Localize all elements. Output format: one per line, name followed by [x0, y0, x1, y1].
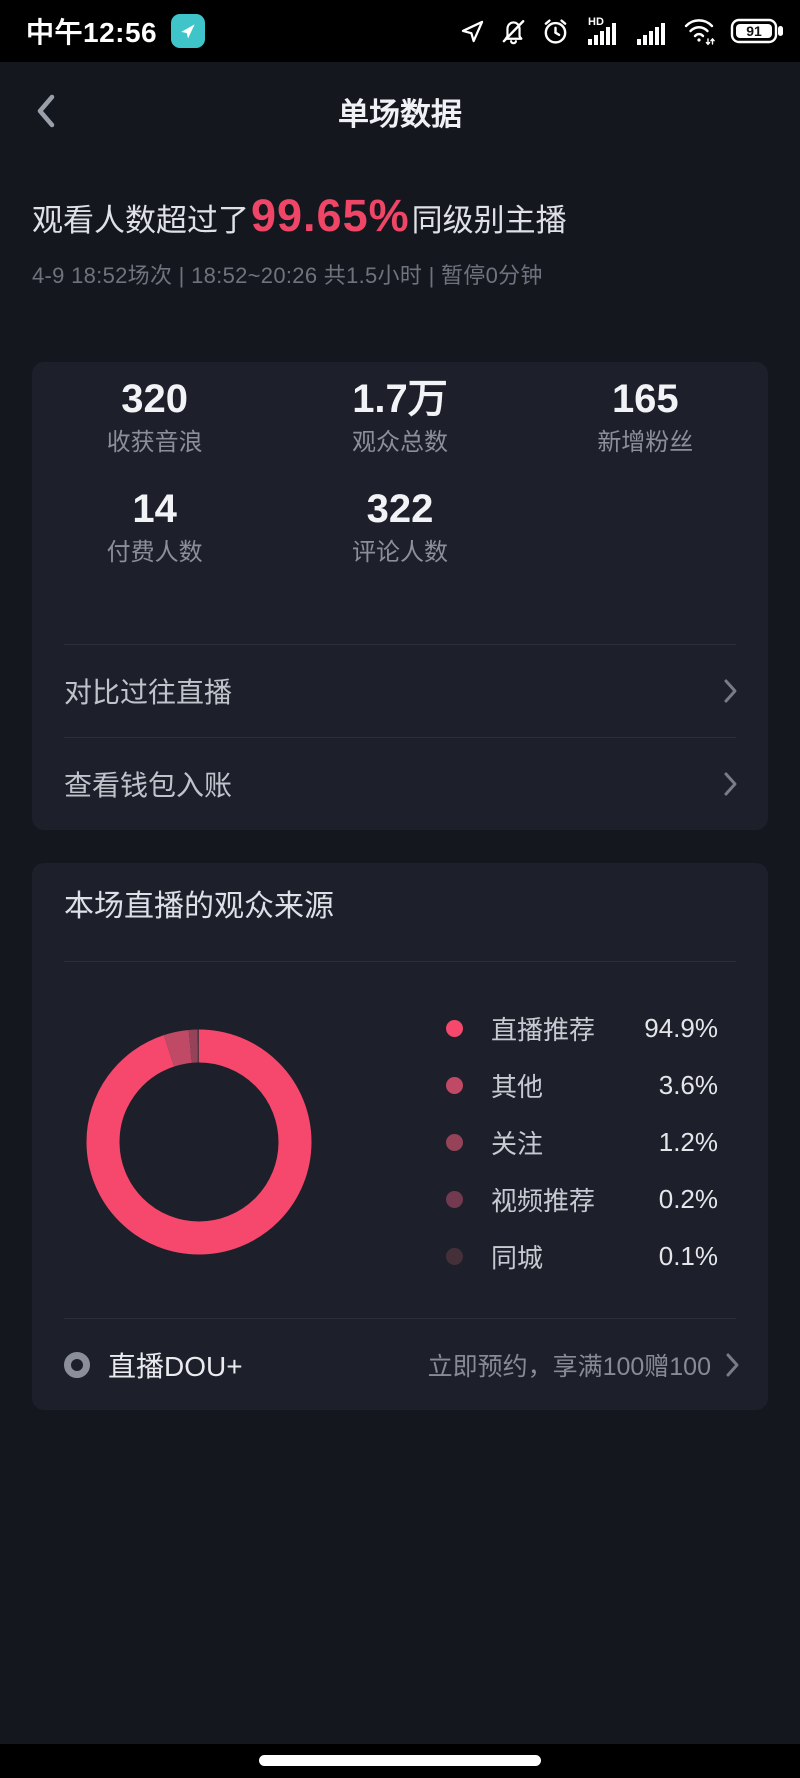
legend-value: 1.2%: [658, 1126, 718, 1157]
legend-dot-icon: [446, 1076, 463, 1094]
headline-percent: 99.65%: [251, 190, 410, 241]
stat-paying-users: 14 付费人数: [32, 486, 277, 568]
bell-muted-icon: [499, 17, 528, 46]
headline: 观看人数超过了 99.65% 同级别主播: [32, 190, 768, 242]
chevron-right-icon: [725, 1352, 740, 1378]
stats-grid: 320 收获音浪 1.7万 观众总数 165 新增粉丝 14 付费人数 322 …: [32, 376, 768, 644]
legend-value: 94.9%: [644, 1012, 718, 1043]
stat-value: 14: [132, 487, 177, 531]
legend-label: 视频推荐: [491, 1185, 596, 1216]
audience-card-title: 本场直播的观众来源: [64, 890, 334, 923]
stats-card: 320 收获音浪 1.7万 观众总数 165 新增粉丝 14 付费人数 322 …: [32, 362, 768, 830]
hd-label: HD: [588, 16, 604, 28]
divider: [64, 737, 736, 738]
home-indicator[interactable]: [259, 1755, 541, 1766]
legend-label: 同城: [491, 1242, 544, 1273]
legend-row: 关注 1.2%: [446, 1120, 718, 1164]
legend-value: 0.1%: [658, 1240, 718, 1271]
summary-section: 观看人数超过了 99.65% 同级别主播 4-9 18:52场次 | 18:52…: [0, 190, 800, 290]
audience-chart-row: 直播推荐 94.9% 其他 3.6% 关注 1.2% 视频推荐 0.2% 同城: [32, 962, 768, 1318]
legend-row: 同城 0.1%: [446, 1234, 718, 1278]
legend-row: 视频推荐 0.2%: [446, 1177, 718, 1221]
dou-plus-action-text: 立即预约，享满100赠100: [427, 1352, 711, 1381]
compare-past-streams-link[interactable]: 对比过往直播: [32, 645, 768, 737]
stat-label: 新增粉丝: [597, 429, 694, 456]
stat-value: 165: [611, 377, 679, 421]
wifi-icon: [683, 16, 717, 46]
stat-commenters: 322 评论人数: [277, 486, 522, 568]
legend-dot-icon: [446, 1133, 463, 1151]
page-title: 单场数据: [338, 96, 462, 132]
dou-plus-icon: [64, 1351, 90, 1378]
legend-label: 其他: [491, 1071, 544, 1102]
dou-plus-promo-row[interactable]: 直播DOU+ 立即预约，享满100赠100: [32, 1319, 768, 1410]
stat-label: 观众总数: [351, 429, 448, 456]
legend-dot-icon: [446, 1247, 463, 1265]
stat-new-followers: 165 新增粉丝: [523, 376, 768, 458]
legend-value: 3.6%: [658, 1069, 718, 1100]
legend-label: 直播推荐: [491, 1014, 596, 1045]
chart-legend: 直播推荐 94.9% 其他 3.6% 关注 1.2% 视频推荐 0.2% 同城: [446, 1006, 718, 1278]
stat-total-viewers: 1.7万 观众总数: [277, 376, 522, 458]
divider: [64, 644, 736, 645]
signal-hd-icon: HD: [583, 15, 623, 47]
stat-label: 付费人数: [106, 539, 203, 566]
legend-dot-icon: [446, 1019, 463, 1037]
legend-label: 关注: [491, 1128, 544, 1159]
legend-row: 其他 3.6%: [446, 1063, 718, 1107]
session-info: 4-9 18:52场次 | 18:52~20:26 共1.5小时 | 暂停0分钟: [32, 263, 543, 288]
signal-icon: [636, 15, 670, 47]
system-nav-bar: [0, 1744, 800, 1778]
legend-value: 0.2%: [658, 1183, 718, 1214]
donut-chart: [86, 1029, 312, 1255]
stat-sound-waves: 320 收获音浪: [32, 376, 277, 458]
chevron-right-icon: [723, 678, 738, 704]
clock-time: 中午12:56: [26, 17, 158, 48]
stat-value: 320: [121, 377, 189, 421]
location-active-badge-icon: [171, 14, 206, 48]
chevron-right-icon: [723, 771, 738, 797]
dou-plus-label: 直播DOU+: [108, 1350, 243, 1382]
stat-label: 评论人数: [351, 539, 448, 566]
wallet-income-link[interactable]: 查看钱包入账: [32, 738, 768, 830]
stat-value: 322: [366, 487, 434, 531]
battery-level: 91: [746, 23, 762, 39]
legend-row: 直播推荐 94.9%: [446, 1006, 718, 1050]
divider: [64, 961, 736, 962]
app-header: 单场数据: [0, 62, 800, 160]
stat-label: 收获音浪: [106, 429, 203, 456]
status-bar: 中午12:56 HD: [0, 0, 800, 62]
location-arrow-icon: [459, 18, 486, 45]
headline-prefix: 观看人数超过了: [32, 203, 249, 238]
back-button[interactable]: [26, 89, 66, 133]
stat-value: 1.7万: [352, 377, 448, 421]
audience-source-card: 本场直播的观众来源 直播推荐 94.9% 其他 3.6% 关注 1.2%: [32, 863, 768, 1410]
link-label: 查看钱包入账: [64, 770, 233, 801]
battery-icon: 91: [730, 17, 786, 45]
link-label: 对比过往直播: [64, 677, 233, 708]
divider: [64, 1318, 736, 1319]
legend-dot-icon: [446, 1190, 463, 1208]
alarm-clock-icon: [541, 17, 570, 46]
headline-suffix: 同级别主播: [411, 203, 567, 238]
